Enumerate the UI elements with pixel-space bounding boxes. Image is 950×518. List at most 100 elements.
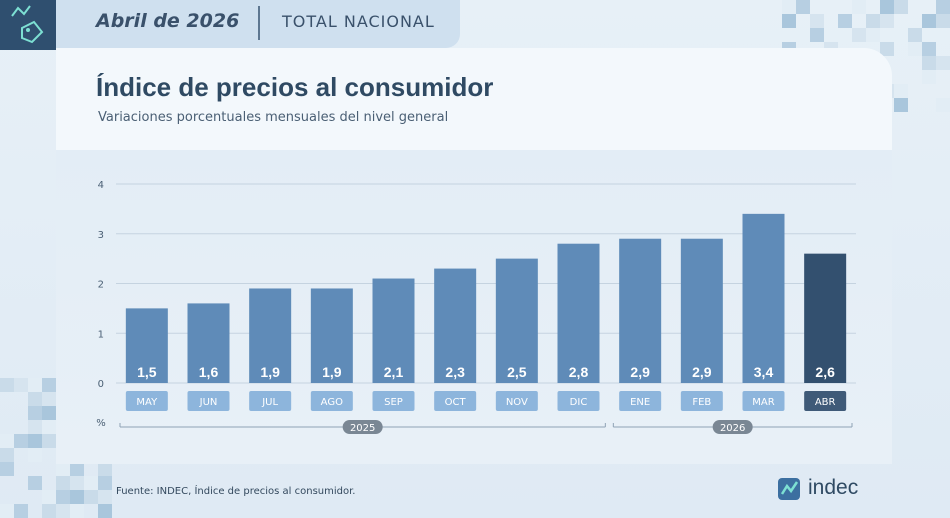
mosaic-square [28, 448, 42, 462]
mosaic-square [98, 462, 112, 476]
mosaic-square [936, 98, 950, 112]
mosaic-square [56, 490, 70, 504]
x-tick-label: ABR [815, 397, 836, 408]
bar [434, 268, 477, 383]
year-label-pill [712, 420, 753, 434]
mosaic-square [922, 70, 936, 84]
mosaic-square [0, 462, 14, 476]
month-label-box [187, 391, 230, 411]
month-label-box [680, 391, 723, 411]
bar [804, 253, 847, 383]
mosaic-square [14, 434, 28, 448]
mosaic-square [70, 504, 84, 518]
x-tick-label: MAR [752, 397, 774, 408]
mosaic-square [98, 476, 112, 490]
y-tick-label: 3 [98, 230, 104, 241]
bar [249, 288, 292, 383]
data-label: 2,9 [630, 364, 650, 380]
report-date: Abril de 2026 [96, 10, 240, 32]
mosaic-square [98, 504, 112, 518]
data-label: 2,3 [445, 364, 465, 380]
geographic-scope: TOTAL NACIONAL [282, 12, 435, 31]
mosaic-square [796, 0, 810, 14]
mosaic-square [42, 504, 56, 518]
mosaic-square [14, 378, 28, 392]
mosaic-square [42, 420, 56, 434]
mosaic-square [866, 14, 880, 28]
data-label: 2,8 [569, 364, 589, 380]
mosaic-square [98, 490, 112, 504]
y-tick-label: 4 [98, 180, 104, 191]
mosaic-square [922, 14, 936, 28]
mosaic-square [70, 490, 84, 504]
mosaic-square [782, 0, 796, 14]
year-label: 2026 [720, 423, 745, 434]
x-tick-label: OCT [445, 397, 467, 408]
mosaic-square [70, 462, 84, 476]
mosaic-square [28, 434, 42, 448]
x-tick-label: JUL [261, 397, 278, 408]
mosaic-square [28, 392, 42, 406]
mosaic-square [782, 14, 796, 28]
mosaic-square [908, 42, 922, 56]
data-label: 1,9 [260, 364, 280, 380]
mosaic-square [42, 378, 56, 392]
month-label-box [249, 391, 292, 411]
indec-logo-icon [778, 478, 800, 500]
mosaic-square [42, 406, 56, 420]
mosaic-square [28, 406, 42, 420]
mosaic-square [56, 476, 70, 490]
x-tick-label: AGO [321, 397, 343, 408]
year-label-pill [342, 420, 383, 434]
x-tick-label: JUN [199, 397, 218, 408]
y-tick-label: 1 [98, 329, 104, 340]
mosaic-square [880, 42, 894, 56]
mosaic-square [70, 476, 84, 490]
data-label: 1,9 [322, 364, 342, 380]
month-label-box [619, 391, 662, 411]
data-label: 1,5 [137, 364, 157, 380]
x-tick-label: ENE [630, 397, 650, 408]
mosaic-square [936, 0, 950, 14]
page-subtitle: Variaciones porcentuales mensuales del n… [98, 110, 449, 125]
bar [187, 303, 230, 383]
bar [619, 238, 662, 383]
mosaic-square [0, 378, 14, 392]
month-label-box [125, 391, 168, 411]
month-label-box [804, 391, 847, 411]
mosaic-square [880, 0, 894, 14]
mosaic-square [922, 42, 936, 56]
mosaic-square [28, 476, 42, 490]
mosaic-square [908, 28, 922, 42]
mosaic-square [936, 14, 950, 28]
mosaic-square [56, 504, 70, 518]
page-title: Índice de precios al consumidor [96, 72, 494, 102]
mosaic-square [42, 392, 56, 406]
mosaic-square [894, 84, 908, 98]
month-label-box [372, 391, 415, 411]
data-label: 2,6 [815, 364, 835, 380]
indec-logo-text: indec [808, 476, 859, 499]
bar [742, 213, 785, 383]
bar [680, 238, 723, 383]
mosaic-square [852, 0, 866, 14]
mosaic-square [84, 490, 98, 504]
month-label-box [434, 391, 477, 411]
data-label: 1,6 [199, 364, 219, 380]
mosaic-square [0, 434, 14, 448]
mosaic-square [936, 56, 950, 70]
header-divider [258, 6, 260, 40]
mosaic-square [894, 0, 908, 14]
mosaic-square [880, 14, 894, 28]
x-tick-label: DIC [570, 397, 588, 408]
price-tag-icon [11, 5, 44, 44]
y-tick-label: 0 [98, 379, 104, 390]
mosaic-square [14, 504, 28, 518]
month-label-box [495, 391, 538, 411]
month-label-box [310, 391, 353, 411]
mosaic-square [84, 476, 98, 490]
bar [125, 308, 168, 383]
year-label: 2025 [350, 423, 375, 434]
x-tick-label: SEP [384, 397, 403, 408]
mosaic-square [56, 462, 70, 476]
